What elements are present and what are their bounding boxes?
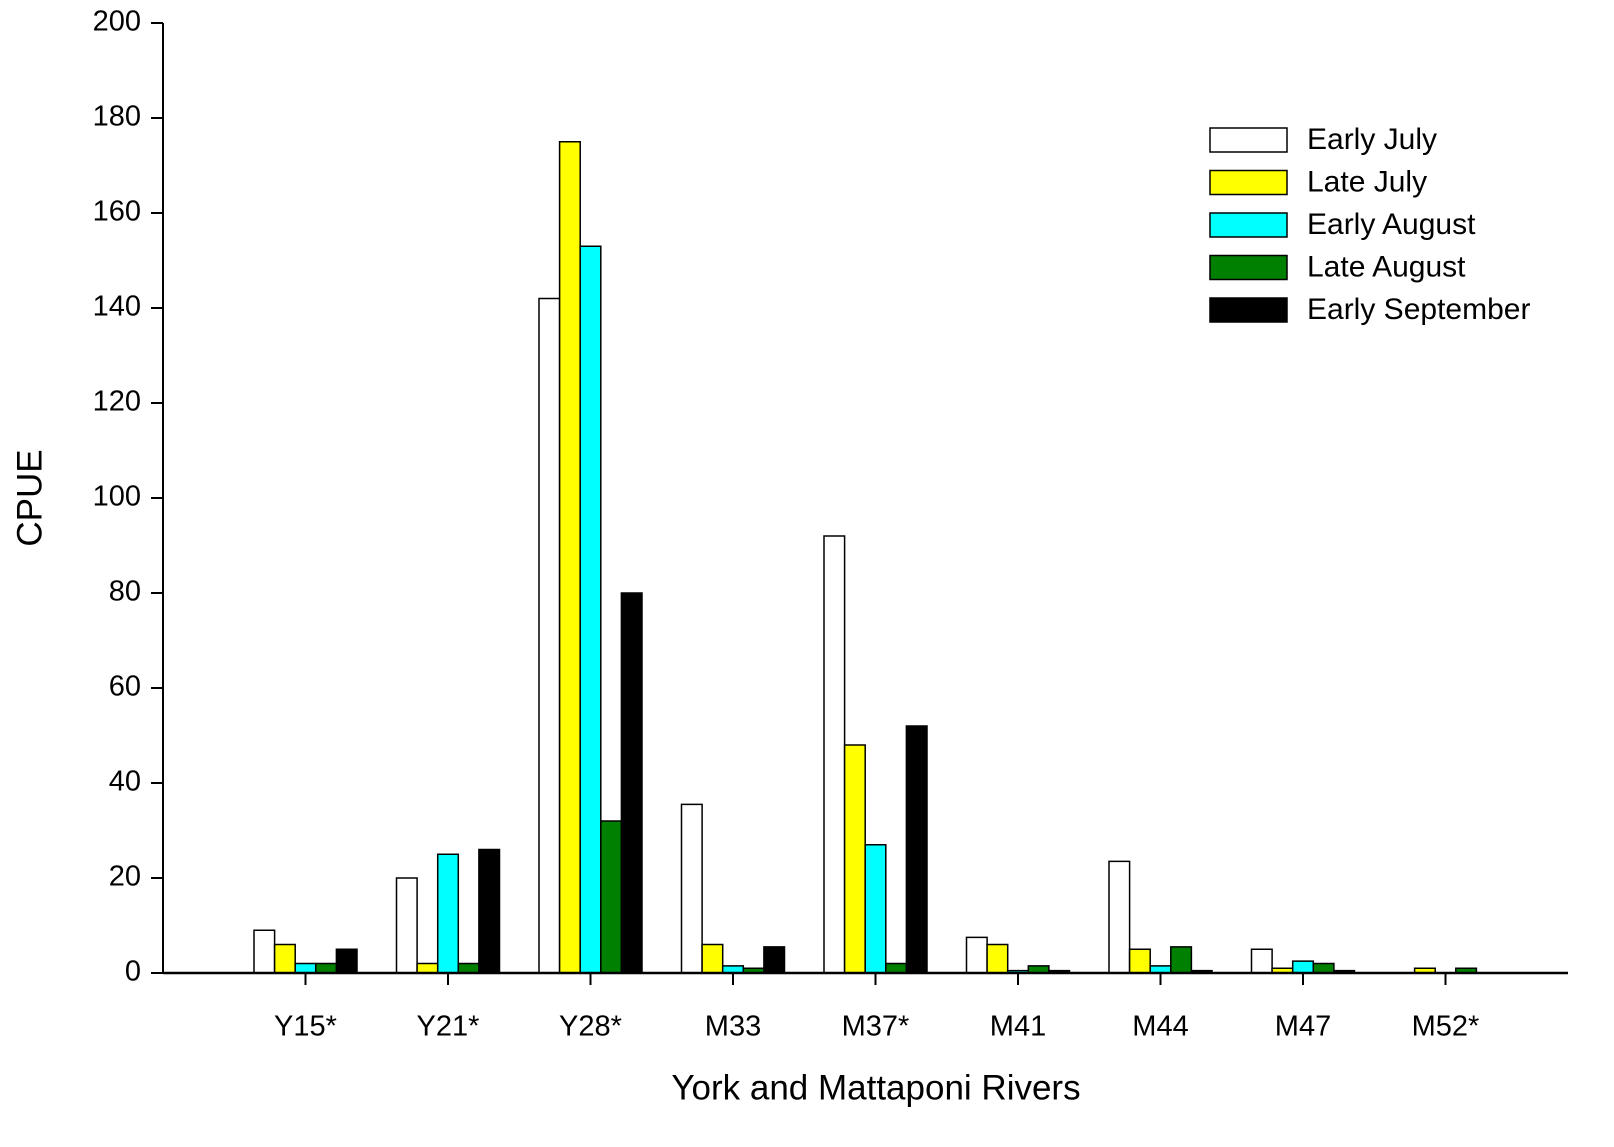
y-tick-label: 40 (109, 766, 141, 798)
bar (273, 943, 296, 974)
bar (457, 962, 480, 974)
y-tick-label: 200 (93, 6, 141, 38)
x-tick-label: M44 (1132, 1011, 1188, 1043)
legend-swatch (1209, 169, 1288, 196)
x-tick-label: M33 (705, 1011, 761, 1043)
bar (885, 962, 908, 974)
bar (335, 948, 358, 974)
x-tick-label: M37* (842, 1011, 910, 1043)
bar (843, 744, 866, 974)
x-tick-label: Y28* (559, 1011, 622, 1043)
bar (1108, 860, 1131, 974)
bar (701, 943, 724, 974)
bar (620, 592, 643, 974)
bar (965, 936, 988, 974)
x-tick-label: M47 (1275, 1011, 1331, 1043)
y-tick-label: 80 (109, 576, 141, 608)
bar (538, 297, 561, 974)
bar (763, 946, 786, 974)
legend-label: Late July (1307, 165, 1427, 198)
y-tick-label: 140 (93, 291, 141, 323)
y-axis-title: CPUE (10, 449, 49, 546)
bar (315, 962, 338, 974)
legend-swatch (1209, 297, 1288, 323)
legend-swatch (1209, 127, 1288, 153)
bar (680, 803, 703, 974)
bar (864, 844, 887, 974)
y-tick-label: 120 (93, 386, 141, 418)
bar (579, 245, 602, 974)
bar (558, 141, 581, 974)
bar (395, 877, 418, 974)
y-tick-label: 100 (93, 481, 141, 513)
legend-swatch (1209, 212, 1288, 238)
bar (478, 848, 501, 974)
bar (416, 962, 439, 974)
legend-label: Early July (1307, 123, 1437, 156)
bar (986, 943, 1009, 974)
bar (294, 962, 317, 974)
y-tick-label: 60 (109, 671, 141, 703)
x-tick-label: Y15* (274, 1011, 337, 1043)
x-tick-label: Y21* (417, 1011, 480, 1043)
bar (600, 820, 623, 974)
y-tick-label: 0 (125, 956, 141, 988)
legend-label: Late August (1307, 250, 1466, 283)
bar (1312, 962, 1335, 974)
bar (823, 535, 846, 974)
y-tick-label: 160 (93, 196, 141, 228)
bar (905, 725, 928, 974)
legend-swatch (1209, 254, 1288, 281)
x-axis-title: York and Mattaponi Rivers (671, 1068, 1080, 1107)
legend-label: Early September (1307, 293, 1530, 326)
x-tick-label: M41 (990, 1011, 1046, 1043)
bar (1128, 948, 1151, 974)
y-tick-label: 180 (93, 101, 141, 133)
bar (436, 853, 460, 974)
bar (1170, 946, 1193, 974)
x-tick-label: M52* (1412, 1011, 1480, 1043)
y-tick-label: 20 (109, 861, 141, 893)
legend-label: Early August (1307, 208, 1476, 241)
bar (253, 929, 276, 974)
bar (1291, 960, 1315, 974)
bar (1250, 948, 1273, 974)
